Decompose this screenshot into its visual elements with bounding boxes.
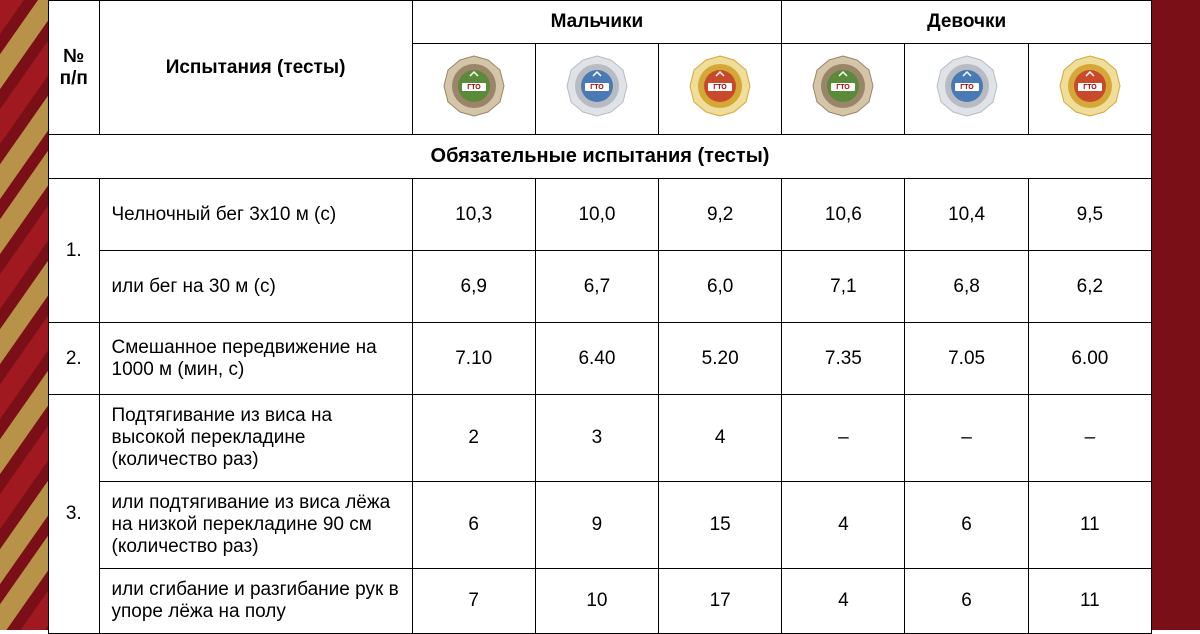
cell: 6,0 [659,251,782,323]
cell: 10,0 [535,179,658,251]
header-row-1: № п/п Испытания (тесты) Мальчики Девочки [49,1,1152,44]
svg-text:ГТО: ГТО [713,84,727,91]
badge-girls-gold: ГТО [1028,44,1151,135]
cell: 6,8 [905,251,1028,323]
svg-text:ГТО: ГТО [1083,84,1097,91]
svg-text:ГТО: ГТО [467,84,481,91]
cell: 9 [535,482,658,569]
svg-text:ГТО: ГТО [837,84,851,91]
table-row: или сгибание и разгибание рук в упоре лё… [49,569,1152,634]
badge-boys-gold: ГТО [659,44,782,135]
cell: 9,2 [659,179,782,251]
section-title: Обязательные испытания (тесты) [49,135,1152,179]
cell: 6,9 [412,251,535,323]
test-name: или подтягивание из виса лёжа на низкой … [99,482,412,569]
cell: 6.40 [535,323,658,395]
cell: 10,3 [412,179,535,251]
cell: 4 [782,482,905,569]
cell: 3 [535,395,658,482]
badge-boys-silver: ГТО [535,44,658,135]
cell: 6 [412,482,535,569]
header-boys: Мальчики [412,1,782,44]
cell: 6,7 [535,251,658,323]
cell: 5.20 [659,323,782,395]
test-name: или бег на 30 м (с) [99,251,412,323]
cell: – [905,395,1028,482]
cell: 7,1 [782,251,905,323]
cell: 17 [659,569,782,634]
header-tests: Испытания (тесты) [99,1,412,135]
cell: 7.10 [412,323,535,395]
table-row: или подтягивание из виса лёжа на низкой … [49,482,1152,569]
svg-text:ГТО: ГТО [590,84,604,91]
standards-table: № п/п Испытания (тесты) Мальчики Девочки… [48,0,1152,634]
cell: 10 [535,569,658,634]
badge-girls-bronze: ГТО [782,44,905,135]
test-name: Подтягивание из виса на высокой переклад… [99,395,412,482]
svg-text:ГТО: ГТО [960,84,974,91]
badge-girls-silver: ГТО [905,44,1028,135]
cell: 6 [905,482,1028,569]
header-girls: Девочки [782,1,1152,44]
cell: 4 [782,569,905,634]
cell: 10,4 [905,179,1028,251]
cell: 4 [659,395,782,482]
cell: 7.35 [782,323,905,395]
cell: 7.05 [905,323,1028,395]
table-row: 3. Подтягивание из виса на высокой перек… [49,395,1152,482]
row-num: 1. [49,179,100,323]
cell: 6.00 [1028,323,1151,395]
table-row: или бег на 30 м (с) 6,9 6,7 6,0 7,1 6,8 … [49,251,1152,323]
header-num: № п/п [49,1,100,135]
cell: 10,6 [782,179,905,251]
test-name: или сгибание и разгибание рук в упоре лё… [99,569,412,634]
cell: 7 [412,569,535,634]
table-row: 2. Смешанное передвижение на 1000 м (мин… [49,323,1152,395]
cell: – [1028,395,1151,482]
test-name: Смешанное передвижение на 1000 м (мин, с… [99,323,412,395]
table-row: 1. Челночный бег 3х10 м (с) 10,3 10,0 9,… [49,179,1152,251]
row-num: 3. [49,395,100,634]
cell: 6 [905,569,1028,634]
cell: 6,2 [1028,251,1151,323]
test-name: Челночный бег 3х10 м (с) [99,179,412,251]
row-num: 2. [49,323,100,395]
cell: – [782,395,905,482]
cell: 9,5 [1028,179,1151,251]
badge-boys-bronze: ГТО [412,44,535,135]
cell: 11 [1028,569,1151,634]
cell: 2 [412,395,535,482]
section-header-row: Обязательные испытания (тесты) [49,135,1152,179]
cell: 15 [659,482,782,569]
cell: 11 [1028,482,1151,569]
